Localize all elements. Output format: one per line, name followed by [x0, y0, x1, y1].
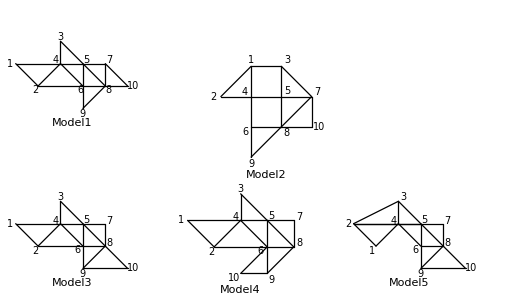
Text: 3: 3: [238, 184, 244, 194]
Text: Model5: Model5: [389, 278, 430, 288]
Text: 1: 1: [248, 55, 254, 65]
Text: 9: 9: [268, 275, 274, 285]
Text: 10: 10: [127, 81, 139, 91]
Text: 2: 2: [208, 247, 215, 257]
Text: 7: 7: [314, 87, 321, 97]
Text: 10: 10: [127, 263, 139, 274]
Text: Model2: Model2: [246, 170, 287, 180]
Text: 8: 8: [444, 238, 451, 248]
Text: 2: 2: [345, 219, 351, 229]
Text: 8: 8: [106, 238, 113, 248]
Text: 4: 4: [232, 212, 239, 222]
Text: 1: 1: [178, 215, 184, 225]
Text: 10: 10: [313, 122, 325, 132]
Text: 6: 6: [242, 127, 248, 137]
Text: 4: 4: [53, 56, 59, 66]
Text: 1: 1: [369, 246, 375, 255]
Text: 5: 5: [268, 210, 274, 220]
Text: Model4: Model4: [220, 285, 261, 295]
Text: 8: 8: [106, 85, 112, 95]
Text: 7: 7: [296, 212, 302, 222]
Text: 9: 9: [418, 269, 424, 279]
Text: 3: 3: [400, 192, 406, 202]
Text: 1: 1: [7, 59, 13, 69]
Text: 6: 6: [412, 245, 418, 255]
Text: 7: 7: [106, 216, 113, 226]
Text: 3: 3: [57, 192, 63, 202]
Text: 2: 2: [210, 92, 217, 101]
Text: 2: 2: [33, 246, 39, 255]
Text: 4: 4: [53, 216, 59, 226]
Text: 7: 7: [106, 56, 113, 66]
Text: 8: 8: [296, 238, 302, 248]
Text: 6: 6: [74, 245, 80, 255]
Text: 4: 4: [242, 87, 248, 97]
Text: 5: 5: [83, 215, 90, 225]
Text: 7: 7: [444, 216, 451, 226]
Text: 5: 5: [83, 55, 90, 65]
Text: 3: 3: [57, 32, 63, 42]
Text: 10: 10: [465, 263, 477, 274]
Text: 2: 2: [33, 85, 39, 95]
Text: 6: 6: [78, 85, 83, 95]
Text: 8: 8: [283, 128, 289, 138]
Text: 10: 10: [228, 273, 241, 283]
Text: 3: 3: [284, 55, 290, 65]
Text: 1: 1: [7, 219, 13, 229]
Text: Model3: Model3: [51, 278, 92, 288]
Text: 5: 5: [421, 215, 428, 225]
Text: 4: 4: [391, 216, 397, 226]
Text: 9: 9: [80, 269, 86, 279]
Text: 9: 9: [248, 159, 254, 169]
Text: 5: 5: [284, 86, 290, 96]
Text: 6: 6: [258, 246, 264, 256]
Text: 9: 9: [80, 109, 86, 119]
Text: Model1: Model1: [51, 118, 92, 128]
